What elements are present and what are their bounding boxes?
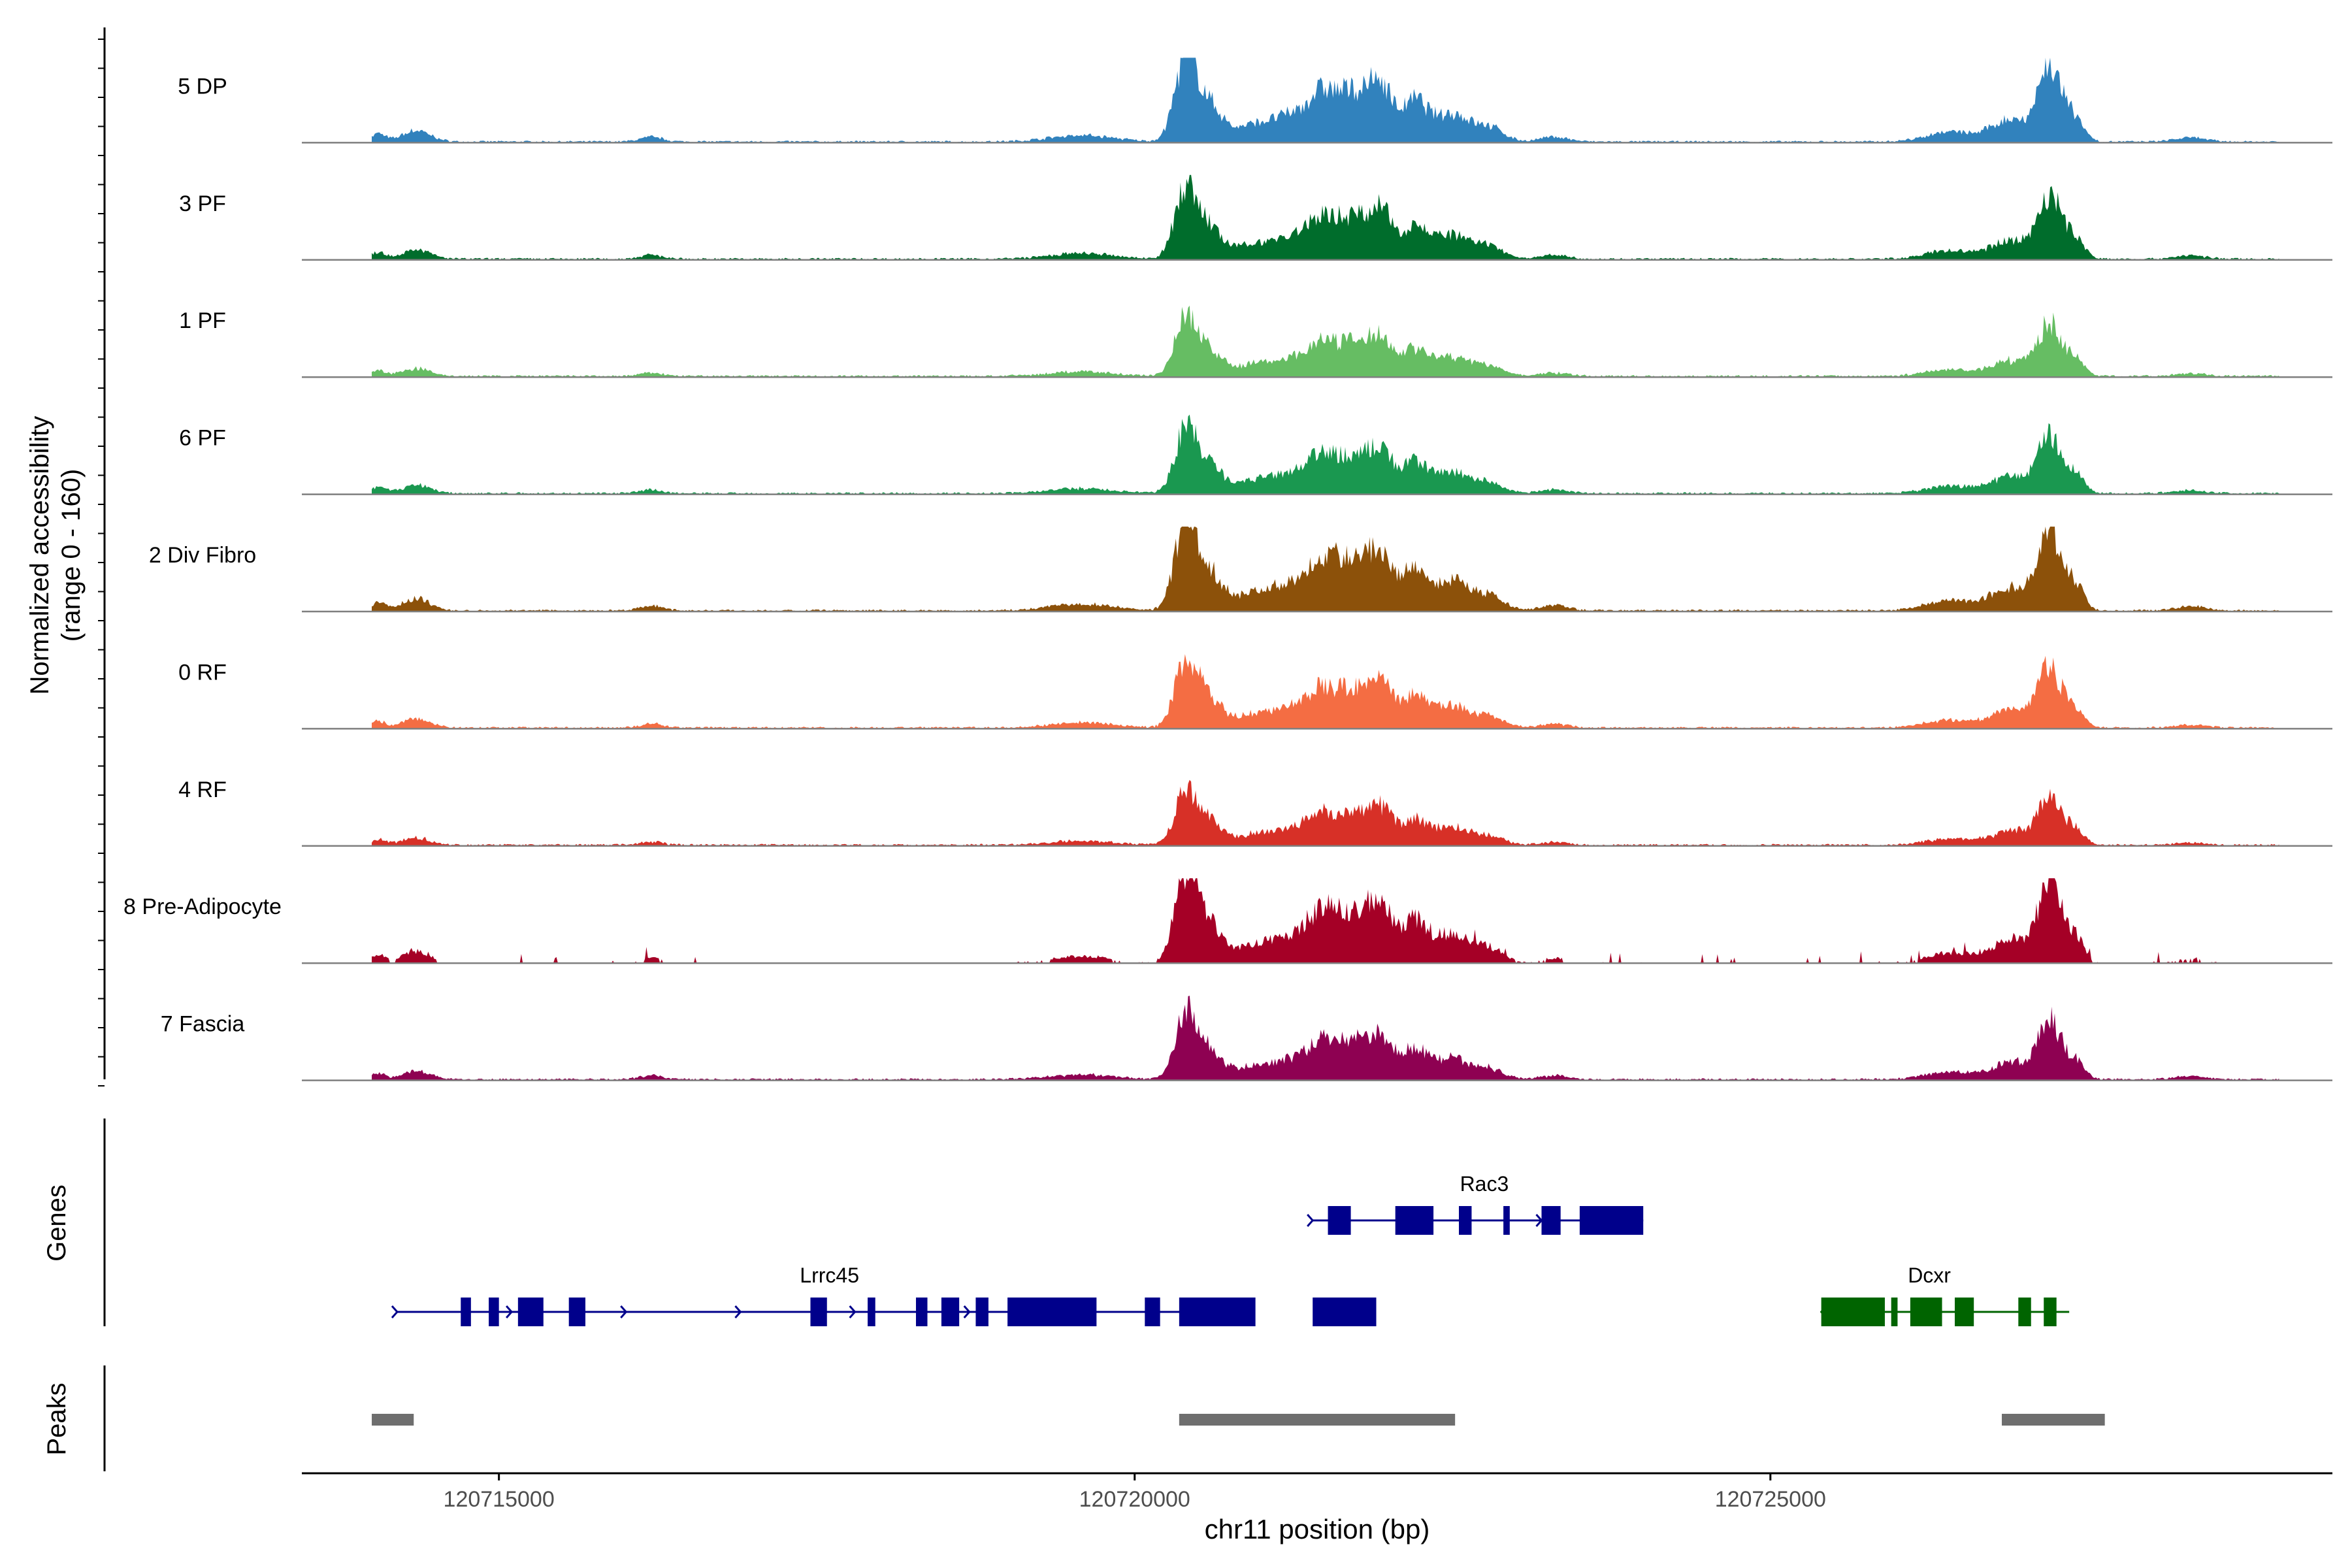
track-label: 7 Fascia — [161, 1012, 245, 1037]
gene-label: Dcxr — [1908, 1264, 1951, 1287]
coverage-area — [372, 996, 2279, 1081]
strand-arrow — [620, 1305, 628, 1318]
track-3: 6 PF — [179, 414, 2332, 495]
peak-regions — [372, 1414, 2105, 1426]
track-4: 2 Div Fibro — [149, 527, 2332, 613]
gene-lrrc45: Lrrc45 — [391, 1264, 1377, 1326]
gene-exon — [568, 1298, 585, 1326]
gene-exon — [489, 1298, 499, 1326]
gene-exon — [1891, 1298, 1898, 1326]
peaks-panel-label: Peaks — [42, 1382, 71, 1455]
x-axis-title: chr11 position (bp) — [1205, 1514, 1430, 1544]
track-label: 0 RF — [178, 660, 227, 685]
gene-exon — [1313, 1298, 1377, 1326]
track-label: 1 PF — [179, 308, 226, 333]
track-5: 0 RF — [178, 654, 2332, 730]
gene-exon — [1145, 1298, 1160, 1326]
coverage-area — [372, 527, 2279, 612]
track-label: 4 RF — [178, 777, 227, 802]
gene-exon — [1007, 1298, 1097, 1326]
gene-exon — [517, 1298, 544, 1326]
gene-dcxr: Dcxr — [1820, 1264, 2070, 1326]
coverage-area — [372, 414, 2279, 495]
coverage-area — [372, 654, 2279, 729]
y-axis-title-line2: (range 0 - 160) — [57, 469, 86, 642]
coverage-area — [372, 779, 2279, 846]
gene-exon — [975, 1298, 988, 1326]
gene-exon — [810, 1298, 827, 1326]
genes-panel-label-wrap: Genes — [42, 1184, 71, 1262]
gene-exon — [1458, 1206, 1472, 1235]
gene-exon — [868, 1298, 875, 1326]
gene-label: Lrrc45 — [800, 1264, 859, 1287]
track-8: 7 Fascia — [161, 996, 2332, 1081]
gene-exon — [941, 1298, 960, 1326]
coverage-area — [372, 174, 2279, 260]
gene-exon — [1328, 1206, 1351, 1235]
strand-arrow — [963, 1305, 971, 1318]
track-0: 5 DP — [178, 57, 2332, 144]
peak-region — [372, 1414, 414, 1426]
coverage-area — [372, 305, 2279, 378]
y-axis-title-line1: Normalized accessibility — [25, 416, 54, 695]
track-label: 5 DP — [178, 74, 227, 99]
track-7: 8 Pre-Adipocyte — [123, 878, 2332, 964]
track-label: 6 PF — [179, 426, 226, 451]
x-tick-label: 120720000 — [1079, 1487, 1190, 1512]
strand-arrow — [849, 1305, 857, 1318]
gene-exon — [461, 1298, 471, 1326]
x-tick-label: 120715000 — [444, 1487, 555, 1512]
track-label: 2 Div Fibro — [149, 543, 256, 568]
x-tick-label: 120725000 — [1715, 1487, 1826, 1512]
coverage-area — [372, 57, 2279, 143]
gene-exon — [1541, 1206, 1561, 1235]
coverage-tracks: 5 DP 3 PF 1 PF 6 PF 2 Div Fibro 0 RF 4 RF 8 Pre… — [123, 57, 2332, 1081]
gene-exon — [1821, 1298, 1885, 1326]
strand-arrow — [1307, 1214, 1315, 1227]
coverage-y-ticks — [98, 39, 105, 1086]
coverage-area — [372, 878, 2279, 964]
gene-exon — [1579, 1206, 1644, 1235]
track-1: 3 PF — [179, 174, 2332, 261]
peaks-panel-label-wrap: Peaks — [42, 1382, 71, 1455]
peak-region — [2002, 1414, 2105, 1426]
gene-exon — [1910, 1298, 1942, 1326]
track-label: 3 PF — [179, 191, 226, 216]
gene-exon — [2044, 1298, 2057, 1326]
strand-arrow — [505, 1305, 514, 1318]
gene-exon — [1954, 1298, 1974, 1326]
x-axis-ticks: 120715000 120720000 120725000 — [444, 1473, 1826, 1512]
peak-region — [1179, 1414, 1456, 1426]
gene-exon — [915, 1298, 928, 1326]
strand-arrow — [391, 1305, 399, 1318]
gene-label: Rac3 — [1460, 1172, 1509, 1196]
track-6: 4 RF — [178, 777, 2332, 847]
gene-exon — [1395, 1206, 1434, 1235]
gene-rac3: Rac3 — [1307, 1172, 1644, 1235]
y-axis-title: Normalized accessibility (range 0 - 160) — [25, 416, 86, 695]
track-label: 8 Pre-Adipocyte — [123, 894, 282, 919]
strand-arrow — [734, 1305, 742, 1318]
track-2: 1 PF — [179, 305, 2332, 378]
gene-exon — [1503, 1206, 1510, 1235]
gene-exon — [1179, 1298, 1256, 1326]
gene-annotations: Lrrc45 Rac3 Dcxr — [391, 1172, 2070, 1326]
gene-exon — [2018, 1298, 2031, 1326]
genes-panel-label: Genes — [42, 1184, 71, 1262]
